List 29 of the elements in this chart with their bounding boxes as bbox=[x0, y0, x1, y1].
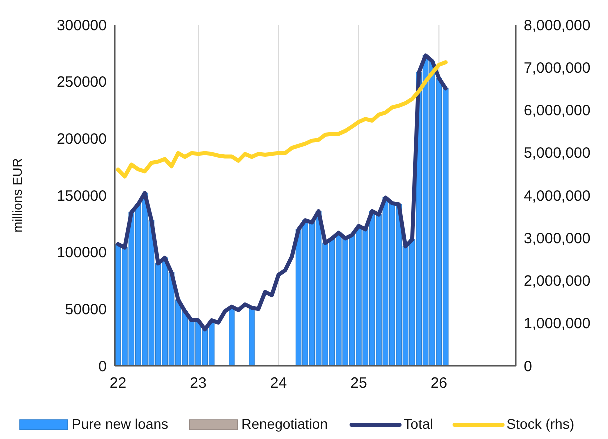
legend-label: Stock (rhs) bbox=[506, 416, 574, 432]
line-series bbox=[116, 54, 448, 332]
x-tick-label: 22 bbox=[110, 375, 127, 392]
legend-label: Pure new loans bbox=[72, 416, 169, 432]
y-tick-label: 0 bbox=[98, 358, 107, 376]
x-tick-label: 25 bbox=[350, 375, 368, 392]
bar bbox=[249, 308, 255, 366]
y2-tick-label: 4,000,000 bbox=[524, 188, 591, 205]
y2-tick-label: 1,000,000 bbox=[524, 316, 591, 333]
y-axis-title: millions EUR bbox=[10, 158, 25, 233]
y2-tick-label: 6,000,000 bbox=[524, 102, 591, 120]
legend-label: Renegotiation bbox=[242, 416, 328, 432]
line-series bbox=[116, 60, 448, 179]
x-tick-label: 26 bbox=[430, 375, 448, 392]
x-tick-label: 24 bbox=[270, 375, 288, 392]
y-tick-label: 100000 bbox=[56, 244, 107, 262]
y2-tick-label: 2,000,000 bbox=[524, 273, 591, 290]
y2-tick-label: 0 bbox=[524, 358, 532, 376]
legend-label: Total bbox=[404, 416, 434, 432]
y2-tick-label: 7,000,000 bbox=[524, 60, 591, 77]
y2-tick-label: 3,000,000 bbox=[524, 230, 591, 248]
y-tick-label: 200000 bbox=[56, 130, 107, 148]
y-tick-label: 150000 bbox=[56, 188, 107, 205]
y-tick-label: 50000 bbox=[65, 301, 107, 318]
y-tick-label: 300000 bbox=[56, 17, 107, 34]
y2-tick-label: 5,000,000 bbox=[524, 145, 591, 162]
y2-tick-label: 8,000,000 bbox=[524, 17, 591, 34]
x-tick-label: 23 bbox=[190, 375, 207, 392]
y-tick-label: 250000 bbox=[56, 74, 107, 92]
